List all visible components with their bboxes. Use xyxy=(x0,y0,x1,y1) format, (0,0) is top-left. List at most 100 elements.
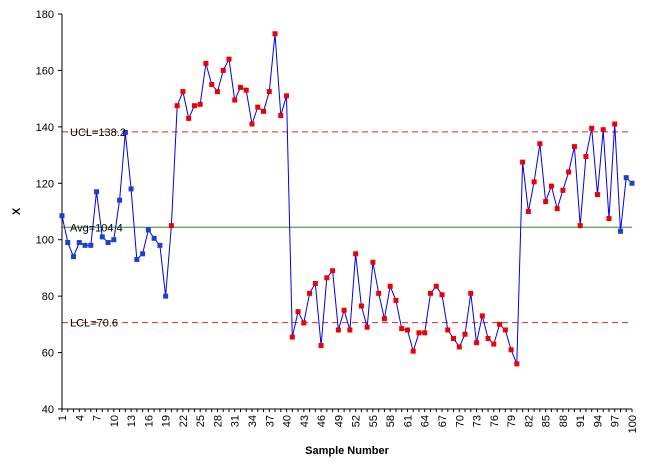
data-point xyxy=(134,256,140,262)
data-point-out-of-control xyxy=(295,309,301,315)
data-point-out-of-control xyxy=(278,113,284,119)
y-tick-label: 60 xyxy=(42,348,54,360)
x-tick-label: 85 xyxy=(541,415,553,427)
data-point-out-of-control xyxy=(272,31,278,37)
data-point xyxy=(122,130,128,135)
data-point-out-of-control xyxy=(514,361,520,367)
data-point-out-of-control xyxy=(612,121,618,127)
data-point-out-of-control xyxy=(583,153,589,159)
data-point-out-of-control xyxy=(474,340,480,346)
data-point-out-of-control xyxy=(307,290,313,296)
data-point-out-of-control xyxy=(422,330,428,336)
data-point-out-of-control xyxy=(347,327,353,333)
data-point-out-of-control xyxy=(301,320,307,326)
data-point-out-of-control xyxy=(543,199,549,205)
data-point-out-of-control xyxy=(289,334,295,340)
x-tick-label: 79 xyxy=(506,415,518,427)
data-point-out-of-control xyxy=(341,307,347,313)
data-point-out-of-control xyxy=(243,87,249,93)
data-point xyxy=(82,242,88,248)
data-point-out-of-control xyxy=(237,84,243,90)
x-tick-label: 82 xyxy=(523,415,535,427)
x-tick-label: 49 xyxy=(333,415,345,427)
x-tick-label: 67 xyxy=(437,415,449,427)
data-point-out-of-control xyxy=(393,297,399,303)
data-point-out-of-control xyxy=(376,290,382,296)
data-point xyxy=(629,180,635,186)
data-point-out-of-control xyxy=(445,327,451,333)
data-point-out-of-control xyxy=(456,344,462,350)
x-tick-label: 1 xyxy=(57,415,69,421)
data-point-out-of-control xyxy=(404,327,410,333)
data-point-out-of-control xyxy=(594,192,600,198)
data-point-out-of-control xyxy=(284,93,290,99)
data-point-out-of-control xyxy=(226,56,232,62)
x-tick-label: 76 xyxy=(489,415,501,427)
data-point-out-of-control xyxy=(468,290,474,296)
data-point-out-of-control xyxy=(508,347,514,353)
x-tick-label: 37 xyxy=(264,415,276,427)
data-point-out-of-control xyxy=(548,183,554,189)
x-tick-label: 43 xyxy=(299,415,311,427)
data-point xyxy=(145,227,151,233)
data-point-out-of-control xyxy=(439,292,445,298)
x-tick-label: 46 xyxy=(316,415,328,427)
x-tick-label: 7 xyxy=(92,415,104,421)
data-point-out-of-control xyxy=(606,216,612,222)
x-tick-label: 91 xyxy=(575,415,587,427)
data-point-out-of-control xyxy=(410,348,416,354)
y-tick-label: 40 xyxy=(42,404,54,416)
data-point-out-of-control xyxy=(462,331,468,337)
data-point-out-of-control xyxy=(261,108,267,114)
data-point-out-of-control xyxy=(571,144,577,150)
data-point xyxy=(623,175,629,181)
data-point-out-of-control xyxy=(330,268,336,274)
axes xyxy=(61,14,632,410)
data-point xyxy=(88,242,94,248)
x-tick-label: 16 xyxy=(143,415,155,427)
data-point-out-of-control xyxy=(520,159,526,165)
data-point-out-of-control xyxy=(180,89,186,95)
x-ticks: 1 4 7 10 13 16 19 22 25 28 31 34 37 40 43 46 49 52 55 58 61 6… xyxy=(57,409,639,433)
y-tick-label: 140 xyxy=(36,122,54,134)
data-point-out-of-control xyxy=(433,283,439,289)
data-point xyxy=(163,293,169,299)
data-point-out-of-control xyxy=(381,316,387,322)
data-point xyxy=(105,240,111,246)
data-point xyxy=(59,213,65,219)
data-point xyxy=(617,228,623,234)
data-point-out-of-control xyxy=(451,335,457,341)
data-point-out-of-control xyxy=(491,341,497,347)
data-point xyxy=(71,254,77,260)
y-ticks: 40 60 80 100 120 140 160 180 xyxy=(36,9,62,416)
data-point-out-of-control xyxy=(364,324,370,330)
data-point-out-of-control xyxy=(214,89,220,95)
x-tick-label: 55 xyxy=(368,415,380,427)
x-tick-label: 10 xyxy=(109,415,121,427)
data-point-out-of-control xyxy=(589,125,595,131)
x-tick-label: 34 xyxy=(247,415,259,427)
data-point xyxy=(128,186,134,192)
y-tick-label: 80 xyxy=(42,291,54,303)
data-point-out-of-control xyxy=(358,303,364,309)
data-point-out-of-control xyxy=(324,275,330,281)
lcl-label: LCL=70.6 xyxy=(70,318,118,330)
data-point-out-of-control xyxy=(335,327,341,333)
data-point-out-of-control xyxy=(370,259,376,265)
y-tick-label: 100 xyxy=(36,235,54,247)
series-line xyxy=(61,33,633,365)
y-axis-title: X xyxy=(11,207,23,215)
x-tick-label: 13 xyxy=(126,415,138,427)
data-point xyxy=(111,237,117,243)
data-point-out-of-control xyxy=(197,101,203,107)
data-point-out-of-control xyxy=(249,121,255,127)
x-tick-label: 73 xyxy=(472,415,484,427)
data-point-out-of-control xyxy=(168,223,174,229)
data-point-out-of-control xyxy=(560,187,566,193)
data-point xyxy=(94,189,100,195)
x-tick-label: 100 xyxy=(627,415,639,433)
data-point-out-of-control xyxy=(416,330,422,336)
data-point-out-of-control xyxy=(203,60,209,66)
data-point-out-of-control xyxy=(387,283,393,289)
data-point-out-of-control xyxy=(531,179,537,185)
